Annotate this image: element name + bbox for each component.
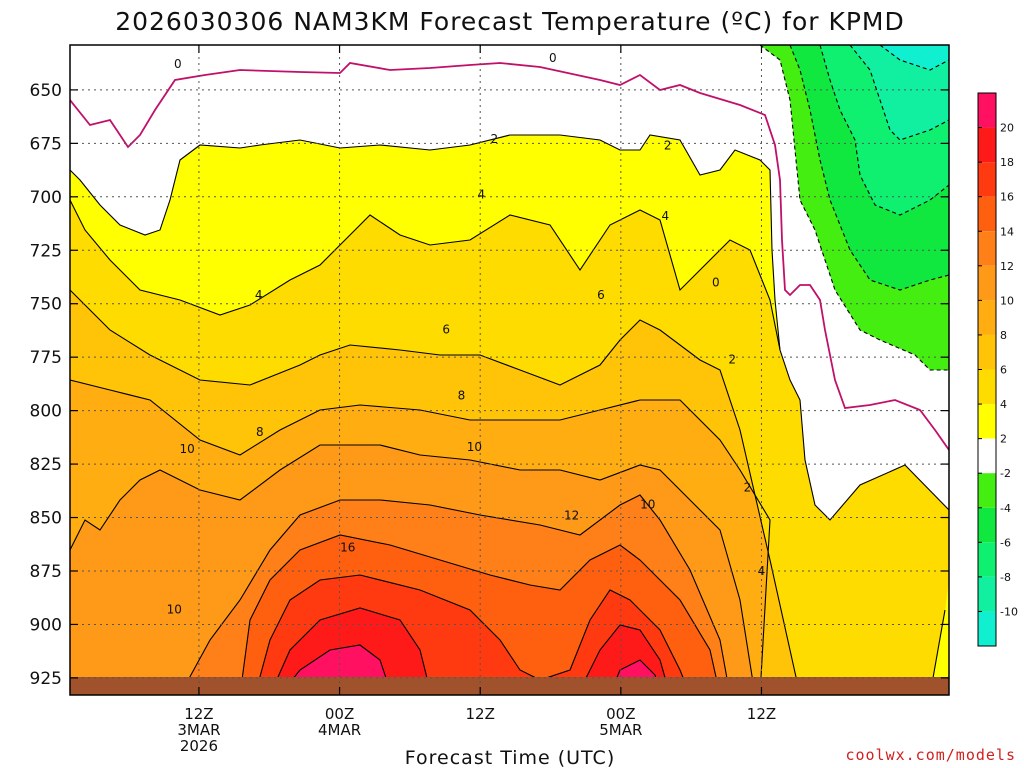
contour-label: 0 — [549, 51, 557, 65]
contour-label: 10 — [640, 498, 655, 512]
colorbar-band — [978, 611, 996, 646]
ground — [70, 677, 949, 695]
contour-label: 2 — [490, 132, 498, 146]
colorbar-tick-label: 18 — [1000, 156, 1014, 169]
colorbar-band — [978, 507, 996, 543]
colorbar-band — [978, 265, 996, 301]
y-tick-label: 825 — [30, 455, 62, 475]
y-tick-label: 725 — [30, 241, 62, 261]
colorbar-band — [978, 542, 996, 577]
colorbar-tick-label: 12 — [1000, 260, 1014, 273]
band-2-4 — [70, 45, 949, 695]
contour-lines — [70, 45, 949, 695]
y-tick-label: 850 — [30, 509, 62, 529]
y-tick-label: 700 — [30, 188, 62, 208]
colorbar-band — [978, 300, 996, 335]
contour-label: 2 — [728, 352, 736, 366]
x-tick-label: 12Z — [184, 705, 213, 723]
contour-label: 6 — [597, 288, 605, 302]
colorbar-band — [978, 404, 996, 439]
y-tick-label: 925 — [30, 669, 62, 689]
colorbar-band — [978, 93, 996, 128]
contour-label: 12 — [564, 508, 579, 522]
y-tick-label: 650 — [30, 81, 62, 101]
x-tick-label: 5MAR — [599, 721, 642, 739]
colorbar-tick-label: 16 — [1000, 191, 1014, 204]
x-axis-label: Forecast Time (UTC) — [405, 747, 615, 768]
colorbar-band — [978, 369, 996, 405]
colorbar-tick-label: -4 — [1000, 502, 1011, 515]
x-tick-label: 2026 — [180, 737, 218, 755]
y-tick-label: 900 — [30, 615, 62, 635]
credit-text: coolwx.com/models — [845, 746, 1016, 764]
contour-label: 10 — [467, 440, 482, 454]
colorbar-band — [978, 438, 996, 474]
x-tick-label: 00Z — [325, 705, 354, 723]
x-tick-label: 3MAR — [177, 721, 220, 739]
colorbar-band — [978, 196, 996, 232]
band-neg12-neg10 — [880, 45, 949, 70]
contour-label: 0 — [712, 275, 720, 289]
contour-label: 6 — [442, 322, 450, 336]
gridlines — [70, 45, 949, 695]
colorbar-tick-label: 6 — [1000, 364, 1007, 377]
y-tick-label: 675 — [30, 134, 62, 154]
y-tick-label: 750 — [30, 295, 62, 315]
contour-label: 4 — [662, 209, 670, 223]
contour-label: 4 — [758, 564, 766, 578]
band-neg10-neg8 — [850, 45, 949, 140]
colorbar-tick-label: 14 — [1000, 225, 1014, 238]
colorbar-tick-label: -6 — [1000, 536, 1011, 549]
colorbar-tick-label: -2 — [1000, 467, 1011, 480]
x-tick-label: 00Z — [606, 705, 635, 723]
contour-label: 4 — [255, 288, 263, 302]
temperature-field — [70, 45, 949, 695]
contour-label: 2 — [744, 481, 752, 495]
colorbar-tick-label: 4 — [1000, 398, 1007, 411]
contour-label: 0 — [174, 57, 182, 71]
contour-label: 10 — [180, 442, 195, 456]
x-tick-label: 4MAR — [318, 721, 361, 739]
colorbar-band — [978, 162, 996, 197]
colorbar-tick-label: 2 — [1000, 433, 1007, 446]
y-tick-label: 875 — [30, 562, 62, 582]
plot-frame — [69, 44, 950, 696]
y-axis: 650 675 700 725 750 775 800 825 850 875 900 925 — [30, 81, 949, 689]
contour-label: 8 — [256, 425, 264, 439]
colorbar-tick-label: -10 — [1000, 605, 1018, 618]
contour-label: 8 — [458, 389, 466, 403]
colorbar-tick-label: 10 — [1000, 294, 1014, 307]
contour-label: 4 — [478, 188, 486, 202]
freezing-line — [70, 62, 949, 451]
colorbar: 20 18 16 14 12 10 8 6 4 2 -2 -4 -6 -8 -10 — [977, 92, 1018, 647]
colorbar-band — [978, 576, 996, 612]
contour-label: 16 — [340, 540, 355, 554]
colorbar-band — [978, 231, 996, 266]
y-tick-label: 775 — [30, 348, 62, 368]
colorbar-tick-label: -8 — [1000, 571, 1011, 584]
contour-labels: 0 0 0 2 2 2 2 4 4 4 4 6 6 8 8 10 10 10 10 12 16 — [167, 51, 766, 617]
x-tick-label: 12Z — [466, 705, 495, 723]
colorbar-band — [978, 334, 996, 370]
contour-label: 10 — [167, 602, 182, 616]
colorbar-band — [978, 473, 996, 508]
colorbar-band — [978, 127, 996, 163]
colorbar-tick-label: 20 — [1000, 122, 1014, 135]
contour-label: 2 — [664, 138, 672, 152]
chart-title: 2026030306 NAM3KM Forecast Temperature (… — [115, 7, 905, 36]
x-tick-label: 12Z — [747, 705, 776, 723]
colorbar-tick-label: 8 — [1000, 329, 1007, 342]
y-tick-label: 800 — [30, 402, 62, 422]
